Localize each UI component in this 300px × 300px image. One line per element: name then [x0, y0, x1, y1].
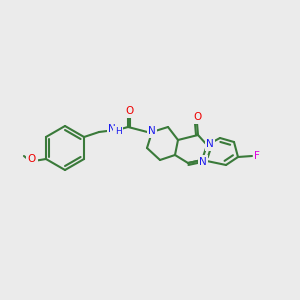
- Text: H: H: [115, 128, 122, 136]
- Text: F: F: [254, 151, 260, 161]
- Text: N: N: [199, 157, 207, 167]
- Text: O: O: [125, 106, 133, 116]
- Text: N: N: [108, 124, 116, 134]
- Text: N: N: [206, 139, 214, 149]
- Text: N: N: [148, 126, 156, 136]
- Text: O: O: [28, 154, 36, 164]
- Text: O: O: [193, 112, 201, 122]
